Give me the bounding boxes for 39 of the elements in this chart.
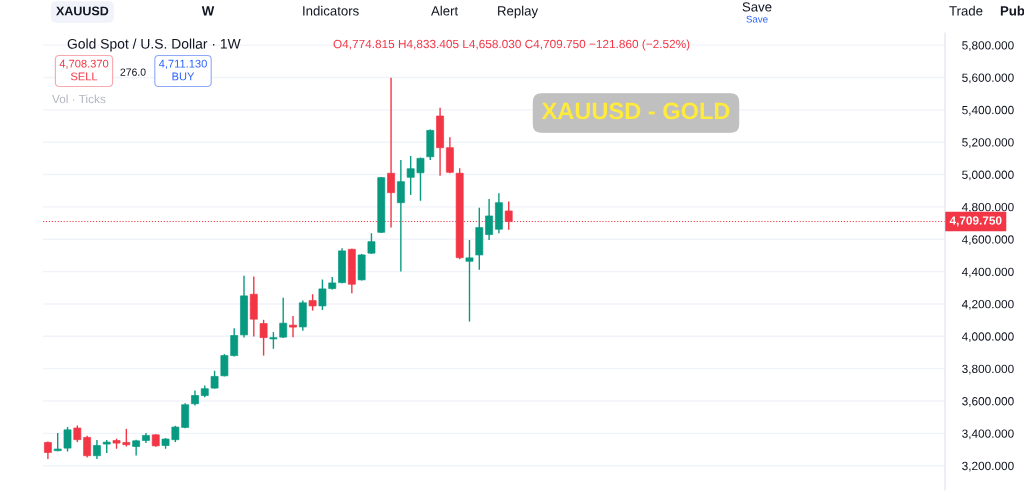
y-tick-label: 4,000.000	[961, 332, 1014, 343]
text: Trade	[949, 5, 983, 16]
y-tick-label: 4,600.000	[961, 235, 1014, 246]
y-tick-label: 4,200.000	[961, 300, 1014, 310]
annotation: O4,774.815 H4,833.405 L4,658.030 C4,709.750 −121.860 (−2.52%)	[333, 39, 690, 51]
text: W	[201, 6, 215, 16]
y-tick-label: 4,800.000	[961, 202, 1014, 213]
candlestick	[259, 319, 268, 357]
text: Replay	[498, 5, 539, 19]
annotation: 4,711.130 BUY	[158, 59, 207, 81]
candlestick	[83, 435, 91, 459]
y-tick-label: 3,400.000	[962, 429, 1014, 440]
y-tick-label: 5,600.000	[962, 73, 1014, 84]
chart-title: Gold Spot / U.S. Dollar · 1W	[67, 38, 241, 52]
y-tick-label: 5,000.000	[962, 170, 1014, 181]
y-tick-label: 3,600.000	[962, 397, 1014, 407]
annotation: XAUUSD - GOLD	[541, 102, 730, 120]
candlestick	[289, 315, 297, 338]
y-tick-label: 3,200.000	[962, 461, 1014, 472]
y-tick-label: 3,800.000	[962, 364, 1014, 375]
text: Alert	[431, 5, 459, 16]
text: Indicators	[303, 5, 359, 16]
candlestick	[93, 439, 101, 460]
annotation: 276.0	[120, 68, 146, 76]
text: XAUUSD	[56, 6, 109, 16]
candlestick	[485, 198, 493, 241]
annotation: Vol · Ticks	[52, 94, 106, 104]
y-tick-label: 5,800.000	[962, 41, 1014, 51]
annotation: 4,708.370 SELL	[59, 59, 109, 81]
y-tick-label: 5,400.000	[962, 105, 1014, 116]
y-tick-label: 5,200.000	[962, 138, 1014, 148]
candlestick	[465, 239, 474, 323]
candlestick	[396, 159, 405, 273]
ref-line-label: 4,709.750	[949, 216, 1002, 227]
text: Pub	[1000, 5, 1024, 16]
candlestick	[367, 232, 376, 255]
text: Save	[746, 15, 768, 23]
text: Save	[742, 2, 772, 12]
y-tick-label: 4,400.000	[961, 267, 1014, 278]
